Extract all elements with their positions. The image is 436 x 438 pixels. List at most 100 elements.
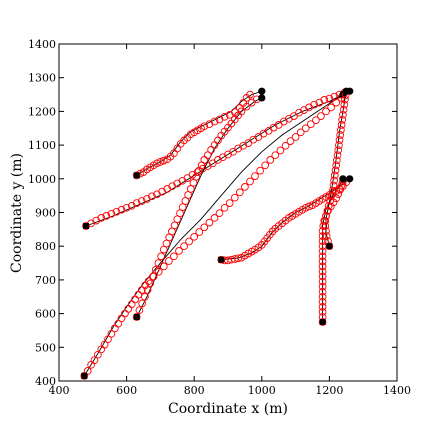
estimate-point	[328, 186, 337, 195]
estimate-point	[340, 100, 349, 109]
estimate-point	[234, 254, 242, 263]
estimate-point	[149, 272, 157, 281]
axis-ticks: 400 600 800 1000 1200 1400 400 500 600 700 800 900 1…	[28, 38, 411, 397]
estimate-point	[322, 212, 330, 220]
estimate-point	[141, 292, 149, 301]
estimate-point	[325, 242, 334, 251]
estimate-point	[318, 257, 327, 266]
estimate-point	[332, 156, 341, 165]
estimate-point	[146, 279, 155, 288]
estimate-point	[276, 146, 285, 155]
trajectory-4	[132, 94, 266, 321]
estimate-point	[334, 146, 343, 155]
estimate-point	[215, 209, 224, 218]
estimate-point	[312, 116, 320, 125]
estimate-point	[90, 356, 99, 364]
estimate-point	[203, 151, 212, 160]
end-marker	[339, 175, 347, 183]
estimate-point	[337, 126, 345, 134]
estimate-point	[210, 214, 219, 222]
estimate-point	[185, 237, 193, 246]
y-tick-label: 1000	[28, 173, 56, 186]
estimate-point	[286, 137, 295, 145]
estimate-point	[321, 222, 330, 230]
start-marker	[133, 314, 140, 320]
estimate-point	[318, 292, 327, 301]
x-tick-label: 600	[116, 384, 137, 397]
estimate-point	[337, 121, 346, 129]
estimate-point	[122, 203, 131, 212]
estimate-point	[256, 166, 264, 175]
estimate-point	[301, 124, 310, 133]
estimate-point	[261, 161, 270, 170]
end-marker	[258, 94, 266, 102]
estimate-point	[338, 115, 347, 124]
true-path-line	[221, 178, 350, 261]
estimate-point	[117, 205, 126, 214]
y-axis-label: Coordinate y (m)	[9, 153, 25, 273]
estimate-point	[327, 103, 335, 112]
estimate-point	[332, 161, 341, 170]
y-tick-label: 500	[35, 341, 56, 354]
estimate-point	[107, 209, 116, 218]
y-tick-label: 1300	[28, 72, 56, 85]
start-marker	[133, 172, 140, 179]
estimate-point	[154, 259, 163, 267]
estimate-point	[104, 335, 112, 344]
estimate-point	[301, 203, 310, 212]
estimate-point	[318, 237, 327, 245]
y-tick-label: 1400	[28, 38, 56, 51]
estimate-point	[137, 197, 146, 205]
estimate-point	[205, 218, 214, 227]
start-marker	[81, 372, 88, 379]
y-tick-label: 700	[35, 274, 56, 287]
estimate-point	[102, 212, 111, 220]
estimate-point	[271, 151, 280, 160]
estimate-point	[336, 185, 345, 194]
end-marker	[346, 175, 354, 183]
estimate-point	[324, 201, 333, 210]
start-marker	[319, 319, 326, 325]
estimate-point	[331, 166, 340, 175]
estimate-point	[339, 105, 348, 114]
estimate-point	[318, 297, 327, 306]
end-marker	[342, 87, 350, 95]
estimate-point	[190, 232, 199, 241]
estimate-point	[210, 117, 219, 126]
estimate-point	[325, 94, 334, 103]
x-tick-label: 800	[184, 384, 205, 397]
estimate-point	[241, 183, 249, 191]
estimate-point	[159, 156, 168, 165]
estimate-point	[153, 159, 161, 168]
estimate-point	[225, 199, 234, 207]
true-path-line	[136, 97, 263, 318]
estimate-point	[318, 277, 327, 286]
estimate-point	[322, 227, 330, 235]
estimate-point	[151, 265, 160, 274]
estimate-point	[305, 202, 313, 211]
y-tick-label: 800	[35, 240, 56, 253]
estimate-point	[306, 120, 315, 129]
estimate-point	[156, 158, 165, 166]
estimate-point	[195, 228, 204, 236]
estimate-point	[235, 188, 244, 197]
estimate-point	[339, 110, 347, 119]
estimate-point	[220, 112, 229, 121]
estimate-point	[143, 286, 152, 294]
estimate-point	[220, 203, 229, 212]
estimate-point	[165, 257, 173, 265]
trajectory-6	[318, 175, 347, 326]
y-tick-label: 1200	[28, 105, 56, 118]
estimate-point	[246, 177, 254, 186]
estimate-point	[112, 207, 121, 216]
x-axis-label: Coordinate x (m)	[168, 401, 288, 417]
estimate-point	[318, 262, 327, 271]
estimate-point	[310, 100, 319, 109]
estimate-point	[318, 318, 327, 326]
y-tick-label: 400	[35, 375, 56, 388]
end-marker	[258, 87, 266, 95]
trajectory-7	[321, 87, 350, 251]
estimate-point	[135, 306, 144, 315]
estimate-point	[329, 181, 338, 190]
estimate-point	[317, 112, 325, 120]
